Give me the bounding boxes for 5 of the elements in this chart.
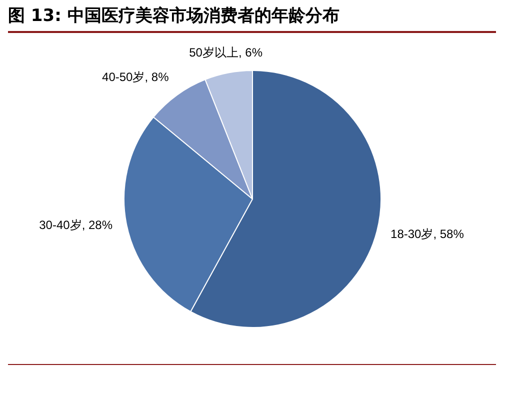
slice-label: 30-40岁, 28% xyxy=(39,218,113,232)
chart-title: 图 13: 中国医疗美容市场消费者的年龄分布 xyxy=(8,4,496,33)
slice-label: 18-30岁, 58% xyxy=(390,226,464,241)
slice-label: 40-50岁, 8% xyxy=(102,70,170,84)
slice-label: 50岁以上, 6% xyxy=(189,45,263,60)
